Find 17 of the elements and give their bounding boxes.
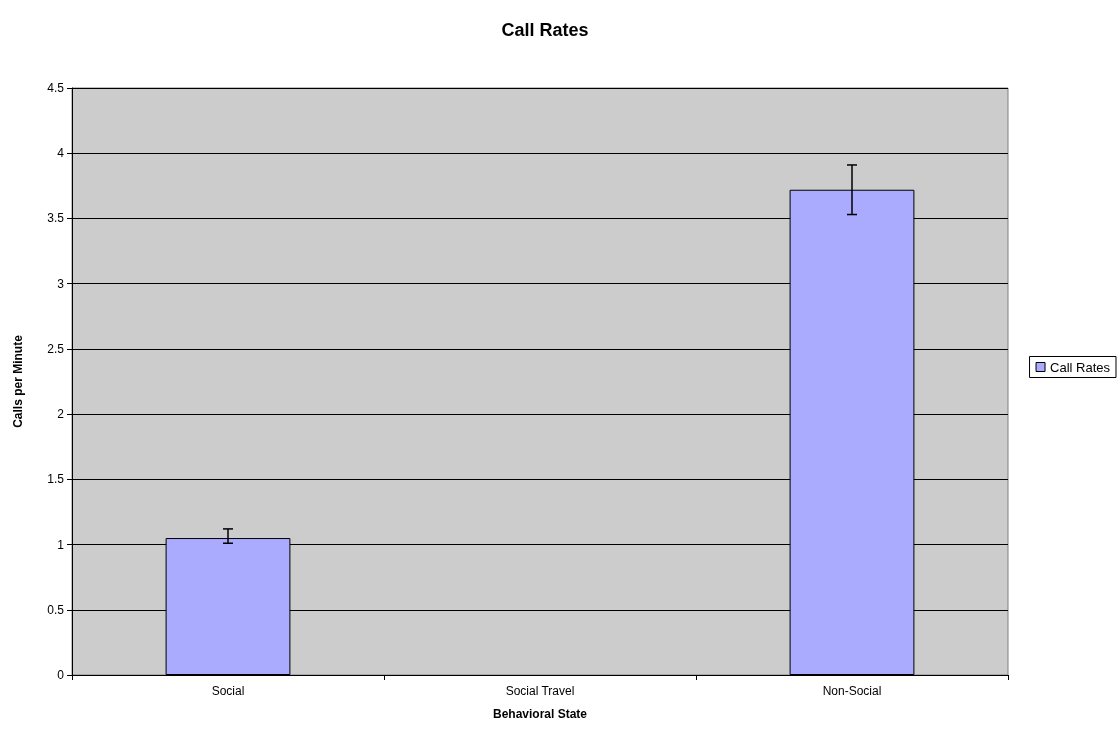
y-tick-label: 3.5 xyxy=(47,211,65,226)
y-tick-label: 4.5 xyxy=(47,81,65,95)
x-axis-title: Behavioral State xyxy=(492,707,588,721)
x-tick-label: Non-Social xyxy=(822,684,882,698)
y-tick-label: 0.5 xyxy=(47,602,65,617)
y-tick-label: 2 xyxy=(57,407,65,422)
y-axis-title: Calls per Minute xyxy=(11,334,25,428)
y-tick-label: 1 xyxy=(57,537,65,552)
y-tick-label: 1.5 xyxy=(47,472,65,487)
x-tick-label: Social xyxy=(211,684,245,698)
y-tick-label: 4 xyxy=(57,146,65,161)
chart-title: Call Rates xyxy=(501,20,589,40)
x-tick-label: Social Travel xyxy=(505,684,575,698)
y-tick-label: 0 xyxy=(57,668,65,682)
y-tick-label: 3 xyxy=(57,276,65,291)
legend-label: Call Rates xyxy=(1050,359,1111,375)
y-tick-label: 2.5 xyxy=(47,341,65,356)
